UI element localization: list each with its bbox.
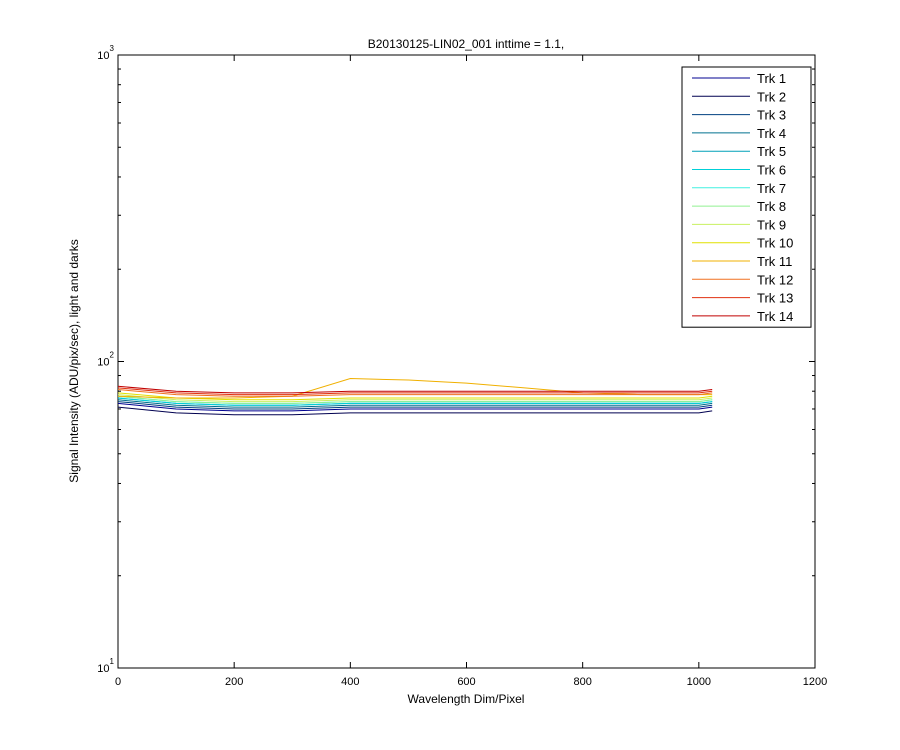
legend-label: Trk 7 [757, 181, 786, 196]
y-axis-label: Signal Intensity (ADU/pix/sec), light an… [67, 239, 81, 482]
y-tick-label: 101 [97, 657, 114, 675]
series-line [117, 399, 713, 408]
legend-label: Trk 10 [757, 236, 793, 251]
x-tick-label: 800 [573, 676, 591, 688]
x-tick-label: 1000 [687, 676, 711, 688]
series-line [117, 389, 713, 397]
legend-box [681, 66, 812, 328]
series-line [117, 395, 713, 404]
legend-label: Trk 4 [757, 126, 786, 141]
series-line [117, 387, 713, 396]
y-tick-exponent: 3 [110, 44, 115, 53]
legend-label: Trk 3 [757, 108, 786, 123]
series-line [117, 401, 713, 410]
legend-label: Trk 9 [757, 217, 786, 232]
x-tick-label: 400 [341, 676, 359, 688]
x-axis-label: Wavelength Dim/Pixel [408, 692, 525, 706]
x-tick-label: 600 [457, 676, 475, 688]
chart-title: B20130125-LIN02_001 inttime = 1.1, [368, 37, 564, 51]
series-line [117, 394, 713, 403]
y-tick-base: 10 [97, 357, 109, 369]
x-tick-label: 1200 [803, 676, 827, 688]
y-tick-exponent: 1 [110, 657, 115, 666]
x-tick-label: 0 [115, 676, 121, 688]
legend-label: Trk 6 [757, 163, 786, 178]
series-line [117, 385, 713, 394]
y-tick-exponent: 2 [110, 351, 115, 360]
series-line [117, 392, 713, 401]
y-tick-label: 103 [97, 44, 114, 62]
legend-label: Trk 2 [757, 89, 786, 104]
y-tick-base: 10 [97, 50, 109, 62]
legend-label: Trk 5 [757, 144, 786, 159]
legend-label: Trk 11 [757, 254, 792, 269]
legend-label: Trk 12 [757, 272, 793, 287]
legend-label: Trk 8 [757, 199, 786, 214]
series-line [117, 397, 713, 406]
series-line [117, 402, 713, 412]
x-tick-label: 200 [225, 676, 243, 688]
legend-label: Trk 13 [757, 291, 793, 306]
y-tick-label: 102 [97, 351, 114, 369]
legend-label: Trk 1 [757, 71, 786, 86]
legend-label: Trk 14 [757, 309, 793, 324]
y-tick-base: 10 [97, 663, 109, 675]
series-line [117, 406, 713, 416]
